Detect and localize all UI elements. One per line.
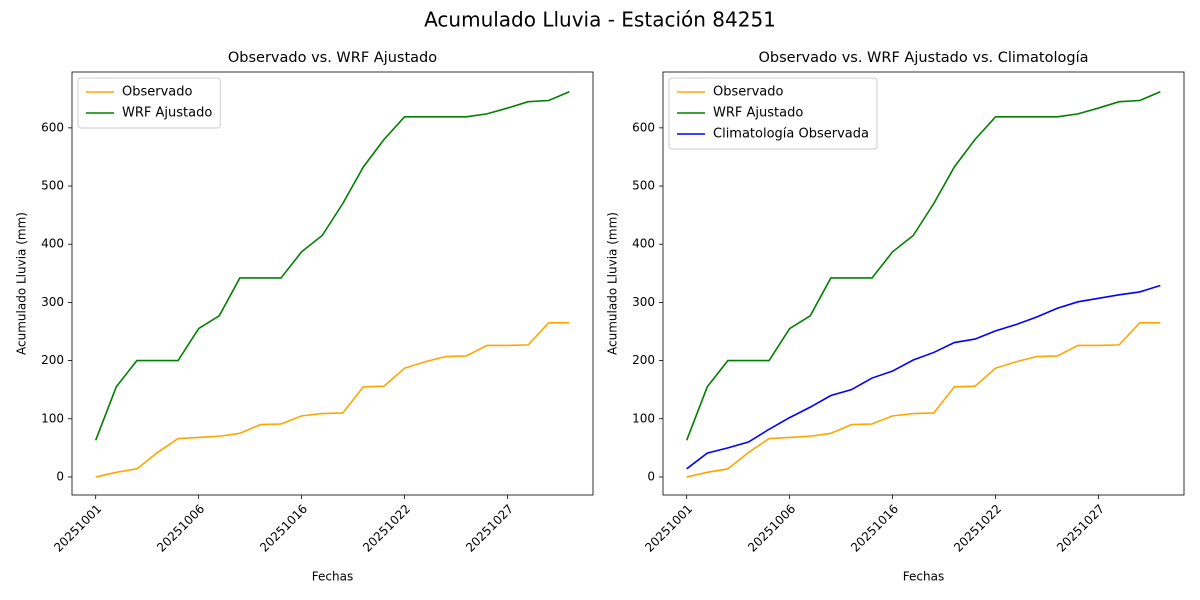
legend: Observado WRF Ajustado Climatología Observ… (668, 77, 878, 150)
subplot-title: Observado vs. WRF Ajustado vs. Climatolo… (759, 50, 1089, 66)
plot-frame (71, 71, 594, 496)
legend-frame (77, 77, 221, 129)
x-tick-label: 20251006 (745, 502, 798, 555)
x-tick-label: 20251006 (154, 502, 207, 555)
legend-label: WRF Ajustado (122, 106, 212, 121)
legend-label: Climatología Observada (713, 127, 869, 142)
x-tick-label: 20251001 (51, 502, 104, 555)
y-tick-label: 300 (41, 295, 64, 309)
subplot-title: Observado vs. WRF Ajustado (228, 50, 437, 66)
series-line (685, 91, 1161, 441)
x-tick-label: 20251001 (642, 502, 695, 555)
x-tick-label: 20251016 (848, 502, 901, 555)
y-tick-label: 500 (632, 179, 655, 193)
y-tick-label: 0 (647, 469, 655, 483)
series-line (95, 321, 570, 478)
y-tick-label: 0 (56, 469, 64, 483)
y-tick-label: 200 (41, 353, 64, 367)
legend-label: Observado (122, 85, 193, 100)
x-tick-label: 20251027 (463, 502, 516, 555)
y-tick-label: 100 (632, 411, 655, 425)
legend-label: WRF Ajustado (713, 106, 803, 121)
y-axis-label: Acumulado Lluvia (mm) (15, 212, 29, 355)
x-tick-label: 20251022 (951, 502, 1004, 555)
y-tick-label: 600 (41, 120, 64, 134)
series-line (686, 321, 1161, 478)
y-tick-label: 500 (41, 179, 64, 193)
x-axis-label: Fechas (903, 570, 944, 584)
figure-title: Acumulado Lluvia - Estación 84251 (424, 8, 776, 32)
legend: Observado WRF Ajustado (77, 77, 221, 129)
y-tick-label: 600 (632, 120, 655, 134)
legend-frame (668, 77, 878, 150)
y-tick-label: 400 (41, 237, 64, 251)
x-tick-label: 20251016 (257, 502, 310, 555)
y-tick-label: 400 (632, 237, 655, 251)
y-tick-label: 200 (632, 353, 655, 367)
x-tick-label: 20251027 (1054, 502, 1107, 555)
y-tick-label: 100 (41, 411, 64, 425)
series-line (686, 284, 1161, 470)
x-axis-label: Fechas (312, 570, 353, 584)
x-tick-label: 20251022 (360, 502, 413, 555)
series-line (94, 91, 570, 441)
legend-label: Observado (713, 85, 784, 100)
y-tick-label: 300 (632, 295, 655, 309)
y-axis-label: Acumulado Lluvia (mm) (606, 212, 620, 355)
plot-frame (662, 71, 1185, 496)
